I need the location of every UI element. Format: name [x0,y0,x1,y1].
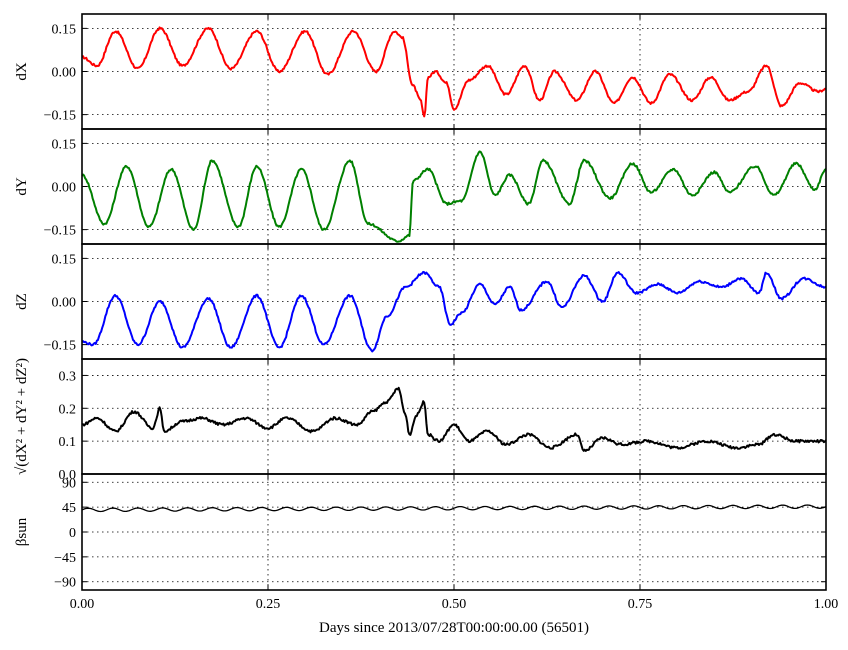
y-axis-label: √(dX² + dY² + dZ²) [14,358,30,475]
axes-frame [81,358,827,475]
y-tick-label: −90 [54,576,76,591]
y-axis-label: βsun [14,517,30,546]
y-tick-label: 0.00 [52,296,77,311]
series-line [81,386,827,452]
y-tick-label: 0.15 [52,252,77,267]
y-tick-label: −0.15 [44,224,76,239]
y-tick-label: 0.3 [59,369,77,384]
x-tick-labels: 0.00 0.25 0.50 0.75 1.00 [70,597,839,612]
y-tick-label: −45 [54,551,76,566]
y-tick-label: 0 [69,526,76,541]
panels: 0.150.00−0.15dX0.150.00−0.15dY0.150.00−0… [14,13,839,612]
x-tick-label: 0.25 [256,597,281,612]
series-line [81,26,827,118]
y-tick-label: 0.15 [52,137,77,152]
y-tick-label: 90 [62,476,76,491]
axes-frame [81,473,827,591]
panel-3: 0.15 0.00 −0.15 dZ [14,243,827,360]
panel-2: 0.15 0.00 −0.15 dY [14,128,827,245]
y-axis-label: dZ [14,293,30,310]
axes-frame [81,243,827,360]
series-line [81,504,827,513]
series-line [81,270,827,353]
panel-4: 0.0 0.1 0.2 0.3 √(dX² + dY² + dZ²) [14,358,827,483]
x-axis-label: Days since 2013/07/28T00:00:00.00 (56501… [319,620,589,636]
x-tick-label: 1.00 [814,597,839,612]
series-line [81,150,827,243]
y-tick-label: 45 [62,501,76,516]
y-tick-label: 0.00 [52,66,77,81]
y-tick-label: 0.0 [59,468,77,483]
y-axis-label: dY [14,177,30,196]
panel-1: 0.15 0.00 −0.15 dX [14,13,827,130]
y-tick-label: −0.15 [44,109,76,124]
x-tick-label: 0.50 [442,597,467,612]
x-tick-label: 0.00 [70,597,95,612]
y-tick-label: 0.15 [52,22,77,37]
y-tick-label: 0.00 [52,181,77,196]
y-tick-label: −0.15 [44,339,76,354]
y-tick-label: 0.2 [59,402,77,417]
y-tick-label: 0.1 [59,435,77,450]
axes-frame [81,13,827,130]
panel-5: 90 45 0 −45 −90 βsun [14,473,827,591]
y-axis-label: dX [14,62,30,81]
axes-frame [81,128,827,245]
x-tick-label: 0.75 [628,597,653,612]
